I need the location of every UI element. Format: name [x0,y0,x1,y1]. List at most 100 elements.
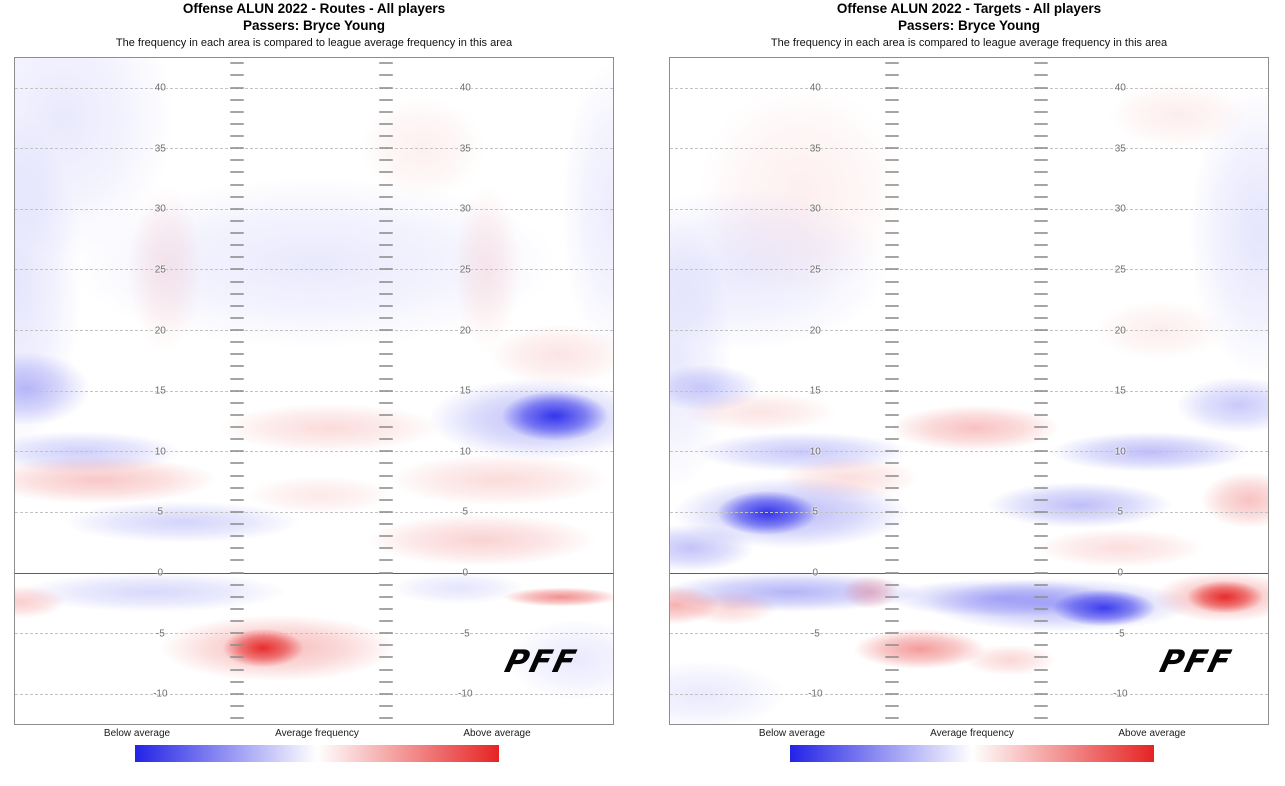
hash-mark [885,656,900,659]
hash-mark [1033,171,1048,174]
hash-mark [378,353,393,356]
hash-mark [885,607,900,610]
hash-mark [1033,680,1048,683]
hash-mark [1033,207,1048,210]
hash-mark [1033,717,1048,719]
hash-mark [230,110,245,113]
hash-mark [1033,110,1048,113]
hash-mark [230,523,245,525]
chart-passers-line: Passers: Bryce Young [242,18,386,33]
hash-mark [378,183,393,186]
hash-mark [230,607,245,610]
hash-mark [230,135,245,137]
yard-tick-label: 25 [154,264,166,276]
gridline--5 [15,633,613,635]
hash-mark [230,74,245,77]
hash-mark [885,292,900,295]
hash-mark [1033,632,1048,635]
yard-tick-label: 20 [459,325,471,336]
hash-mark [1033,280,1048,283]
hash-mark [378,98,393,101]
hash-mark [1033,304,1048,307]
hash-mark [230,413,245,416]
gridline-20 [15,330,613,331]
yard-tick-label: 35 [154,143,166,155]
hash-mark [1033,704,1048,707]
hash-mark [230,595,245,598]
hash-mark [885,62,900,65]
pff-logo: PFF [501,644,582,680]
hash-mark [230,668,245,671]
zero-yard-line [670,572,1268,574]
hash-mark [1033,316,1048,319]
hash-mark [378,135,393,137]
zero-yard-line [15,572,613,574]
hash-mark [378,462,393,465]
chart-title: Offense ALUN 2022 - Targets - All player… [836,1,1102,16]
color-legend: Below average Average frequency Above av… [14,728,614,768]
hash-mark [885,195,900,198]
hash-mark [230,256,245,259]
gridline-10 [15,451,613,453]
yard-tick-label: -10 [458,688,473,700]
hash-mark [230,571,245,574]
hash-mark [885,74,900,77]
hash-mark [378,329,393,331]
hash-mark [230,147,245,150]
hash-mark [230,122,245,125]
yard-tick-label: 15 [1114,385,1126,397]
yard-tick-label: 0 [1117,567,1124,579]
hash-mark [1033,62,1048,65]
hash-mark [378,704,393,707]
yard-tick-label: 30 [154,203,166,215]
hash-mark [378,656,393,659]
hash-mark [1033,341,1048,344]
yard-tick-label: -5 [1115,628,1125,640]
hash-mark [378,62,393,65]
hash-mark [230,498,245,501]
hash-mark [378,486,393,489]
hash-mark [885,668,900,671]
hash-mark [378,413,393,416]
hash-mark [378,219,393,222]
legend-below-average-label: Below average [103,728,171,739]
hash-mark [1033,668,1048,671]
hash-mark [885,438,900,441]
hash-mark [378,171,393,174]
hash-mark [1033,389,1048,392]
yard-tick-label: 15 [459,385,471,397]
hash-mark [1033,474,1048,477]
gridline-25 [670,269,1268,271]
hash-mark [378,644,393,647]
routes-heatmap-chart: Offense ALUN 2022 - Routes - All players… [14,0,614,786]
hash-mark [885,644,900,647]
yard-tick-label: 20 [809,325,821,336]
hash-mark [230,98,245,101]
hash-mark [1033,353,1048,356]
hash-mark [378,304,393,307]
hash-mark [230,644,245,647]
hash-mark [1033,365,1048,368]
hash-mark [230,620,245,622]
legend-average-frequency-label: Average frequency [930,728,1014,739]
hash-mark [230,171,245,174]
hash-mark [1033,486,1048,489]
gridline-35 [670,148,1268,150]
hash-mark [230,268,245,271]
gridline--10 [670,693,1268,695]
gridline-15 [670,390,1268,392]
hash-mark [378,426,393,428]
hash-mark [885,159,900,162]
gridline-30 [15,208,613,210]
hash-mark [885,122,900,125]
hash-mark [378,583,393,586]
hash-mark [1033,122,1048,125]
hash-mark [885,110,900,113]
hash-mark [230,389,245,392]
hash-mark [885,280,900,283]
hash-mark [1033,426,1048,428]
hash-mark [230,159,245,162]
hash-mark [378,341,393,344]
yard-tick-label: 20 [1114,325,1126,336]
